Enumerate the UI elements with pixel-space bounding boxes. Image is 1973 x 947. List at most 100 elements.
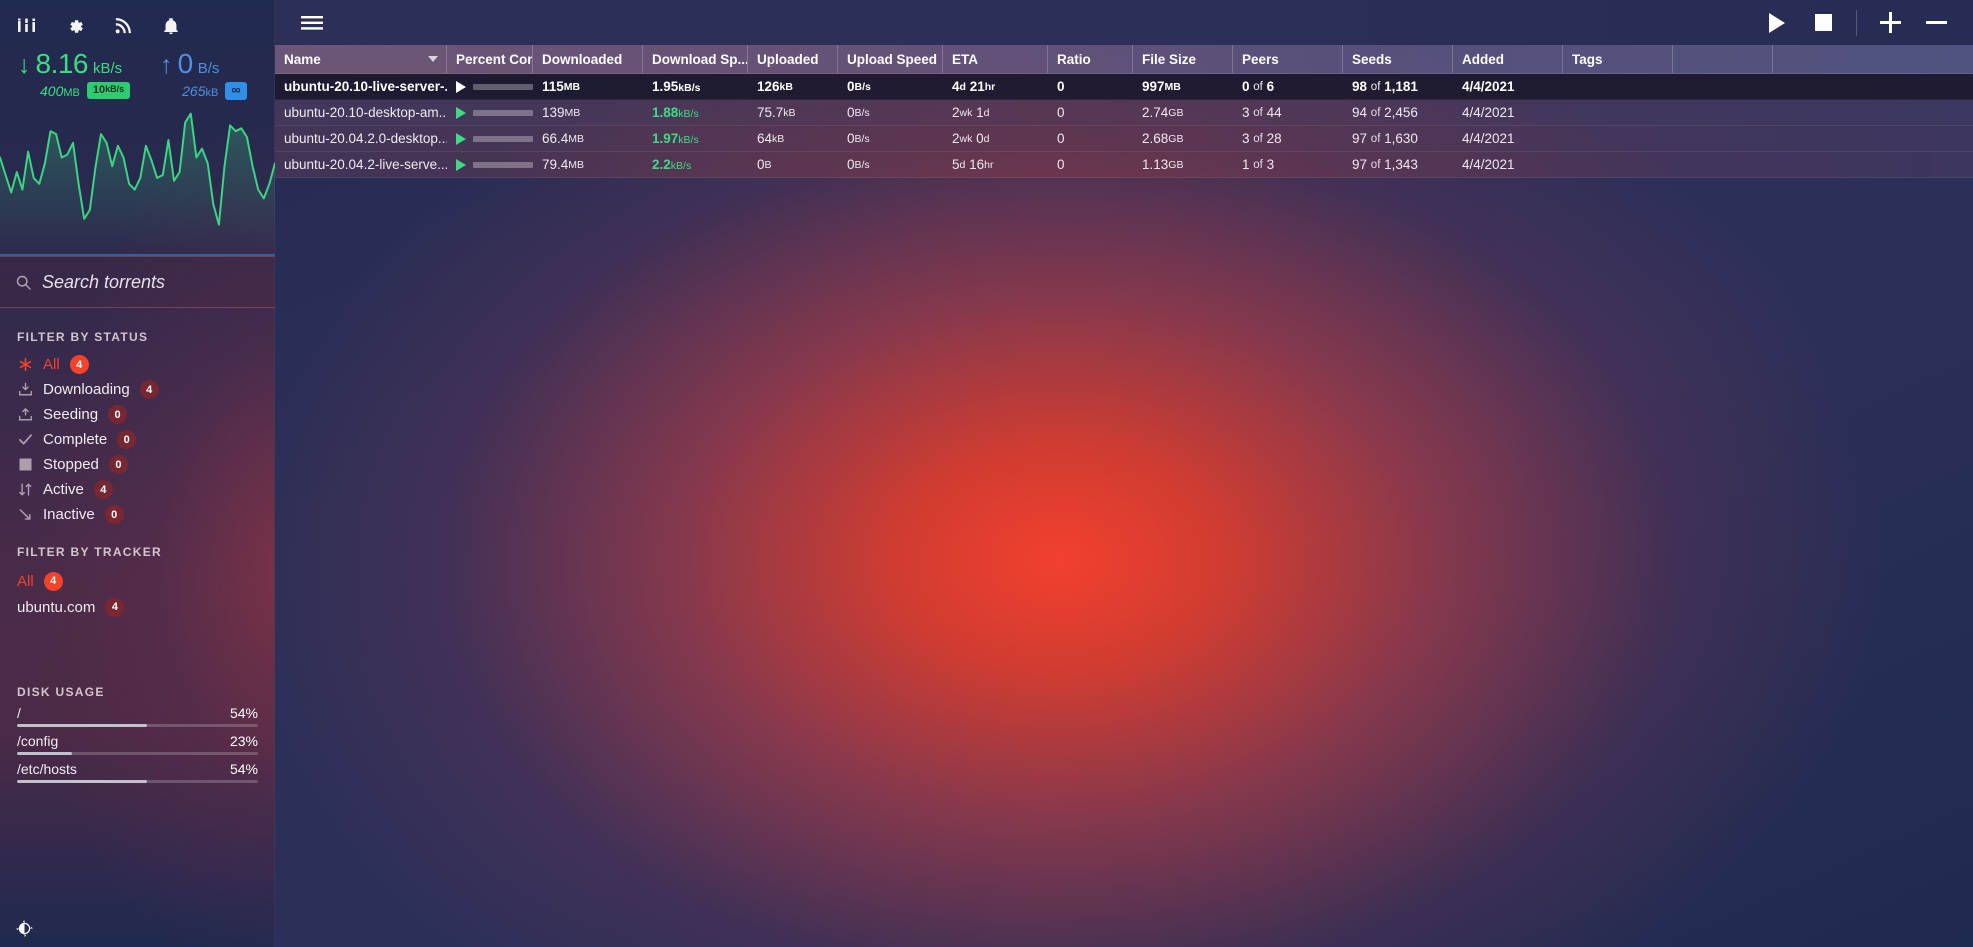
- upload-arrow-icon: ↑: [160, 51, 173, 79]
- column-header-down[interactable]: Downloaded: [533, 45, 643, 73]
- column-header-label: Peers: [1242, 51, 1279, 67]
- seeds-cell: 97 of 1,343: [1352, 157, 1418, 172]
- tracker-filter-ubuntu-com[interactable]: ubuntu.com 4: [0, 594, 275, 620]
- column-header-label: Seeds: [1352, 51, 1392, 67]
- upload-speed-cell: 0 B/s: [847, 157, 870, 172]
- status-play-icon: [456, 158, 466, 171]
- sort-caret-icon: [428, 56, 438, 62]
- upload-speed-block: ↑ 0 B/s 265kB ∞: [160, 50, 247, 100]
- status-filter-label: All: [43, 356, 60, 373]
- table-row[interactable]: ubuntu-20.10-live-server-... 115 MB 1.95kB/…: [275, 74, 1973, 100]
- table-row[interactable]: ubuntu-20.10-desktop-am... 139 MB 1.88kB/s 7…: [275, 100, 1973, 126]
- status-filter-stopped[interactable]: Stopped 0: [0, 452, 275, 477]
- column-header-up[interactable]: Uploaded: [748, 45, 838, 73]
- minus-icon[interactable]: [1913, 0, 1959, 45]
- sliders-icon[interactable]: [14, 15, 40, 37]
- rss-icon[interactable]: [110, 15, 136, 37]
- column-header-spare[interactable]: [1673, 45, 1773, 73]
- peers-cell: 1 of 3: [1242, 157, 1275, 172]
- torrent-name: ubuntu-20.04.2.0-desktop...: [284, 131, 447, 146]
- upload-limit-badge[interactable]: ∞: [225, 82, 247, 100]
- tags-cell: [1563, 100, 1673, 125]
- search-input[interactable]: Search torrents: [0, 256, 275, 308]
- search-placeholder: Search torrents: [42, 271, 166, 292]
- tags-cell: [1563, 126, 1673, 151]
- status-play-icon: [456, 80, 466, 93]
- download-limit-badge[interactable]: 10 kB/s: [86, 82, 131, 100]
- upload-total: 265kB: [182, 82, 219, 99]
- disk-usage-section: DISK USAGE / 54% /config 23% /etc/hosts 54%: [0, 685, 275, 783]
- column-header-added[interactable]: Added: [1453, 45, 1563, 73]
- hamburger-menu-icon[interactable]: [289, 0, 335, 45]
- tracker-filter-all[interactable]: All 4: [0, 568, 275, 594]
- gear-icon[interactable]: [62, 15, 88, 37]
- column-header-eta[interactable]: ETA: [943, 45, 1048, 73]
- status-filter-downloading[interactable]: Downloading 4: [0, 377, 275, 402]
- uploaded-cell: 126 kB: [757, 79, 793, 94]
- upload-icon: [17, 407, 33, 423]
- status-filter-count: 0: [104, 505, 124, 524]
- download-speed-value: 8.16: [35, 48, 89, 79]
- bell-icon[interactable]: [158, 15, 184, 37]
- column-header-label: Download Sp...: [652, 51, 748, 67]
- seeds-cell: 98 of 1,181: [1352, 79, 1418, 94]
- status-filter-seeding[interactable]: Seeding 0: [0, 402, 275, 427]
- brightness-icon[interactable]: [13, 917, 35, 939]
- disk-usage-row: /config 23%: [0, 733, 275, 755]
- spare-cell: [1673, 74, 1773, 99]
- download-icon: [17, 382, 33, 398]
- filter-by-tracker-title: FILTER BY TRACKER: [17, 545, 162, 559]
- downloaded-cell: 79.4 MB: [542, 157, 585, 172]
- peers-cell: 3 of 28: [1242, 131, 1282, 146]
- table-row[interactable]: ubuntu-20.04.2-live-serve... 79.4 MB 2.2kB/…: [275, 152, 1973, 178]
- table-row[interactable]: ubuntu-20.04.2.0-desktop... 66.4 MB 1.97kB/…: [275, 126, 1973, 152]
- column-header-seeds[interactable]: Seeds: [1343, 45, 1453, 73]
- sidebar-toolbar: [0, 0, 274, 40]
- column-header-name[interactable]: Name: [275, 45, 447, 73]
- disk-usage-path: /config: [17, 733, 59, 749]
- progress-cell: [447, 74, 533, 99]
- column-header-size[interactable]: File Size: [1133, 45, 1233, 73]
- spare-cell: [1673, 126, 1773, 151]
- file-size-cell: 997 MB: [1142, 79, 1181, 94]
- download-speed-sparkline: [0, 96, 275, 254]
- download-total: 400MB: [40, 82, 80, 99]
- column-header-tags[interactable]: Tags: [1563, 45, 1673, 73]
- download-speed-cell: 1.88kB/s: [652, 105, 699, 120]
- column-header-peers[interactable]: Peers: [1233, 45, 1343, 73]
- column-header-uspeed[interactable]: Upload Speed: [838, 45, 943, 73]
- ratio-cell: 0: [1057, 79, 1065, 94]
- disk-usage-bar: [17, 780, 258, 783]
- file-size-cell: 1.13 GB: [1142, 157, 1184, 172]
- toolbar-divider: [1856, 9, 1857, 36]
- torrent-name: ubuntu-20.10-desktop-am...: [284, 105, 447, 120]
- tracker-filter-label: ubuntu.com: [17, 598, 96, 616]
- main-panel: Name Percent Com... Downloaded Download Sp.…: [275, 0, 1973, 947]
- play-icon[interactable]: [1754, 0, 1800, 45]
- speed-summary: ↓ 8.16 kB/s 400MB 10 kB/s ↑ 0 B/s 265kB ∞: [0, 40, 274, 100]
- column-header-label: Upload Speed: [847, 51, 938, 67]
- tracker-filter-count: 4: [105, 597, 125, 617]
- uploaded-cell: 64 kB: [757, 131, 785, 146]
- column-header-percent[interactable]: Percent Com...: [447, 45, 533, 73]
- stop-icon[interactable]: [1800, 0, 1846, 45]
- progress-bar: [473, 161, 533, 168]
- status-filter-inactive[interactable]: Inactive 0: [0, 502, 275, 527]
- upload-speed-cell: 0 B/s: [847, 131, 870, 146]
- ratio-cell: 0: [1057, 105, 1065, 120]
- column-header-ratio[interactable]: Ratio: [1048, 45, 1133, 73]
- added-cell: 4/4/2021: [1462, 79, 1515, 94]
- download-speed-unit: kB/s: [93, 60, 123, 77]
- upload-speed-cell: 0 B/s: [847, 79, 871, 94]
- column-header-dspeed[interactable]: Download Sp...: [643, 45, 748, 73]
- status-filter-complete[interactable]: Complete 0: [0, 427, 275, 452]
- disk-usage-title: DISK USAGE: [17, 685, 105, 699]
- plus-icon[interactable]: [1867, 0, 1913, 45]
- status-filter-active[interactable]: Active 4: [0, 477, 275, 502]
- asterisk-icon: [17, 357, 33, 373]
- status-filter-all[interactable]: All 4: [0, 352, 275, 377]
- tracker-filter-count: 4: [43, 571, 63, 591]
